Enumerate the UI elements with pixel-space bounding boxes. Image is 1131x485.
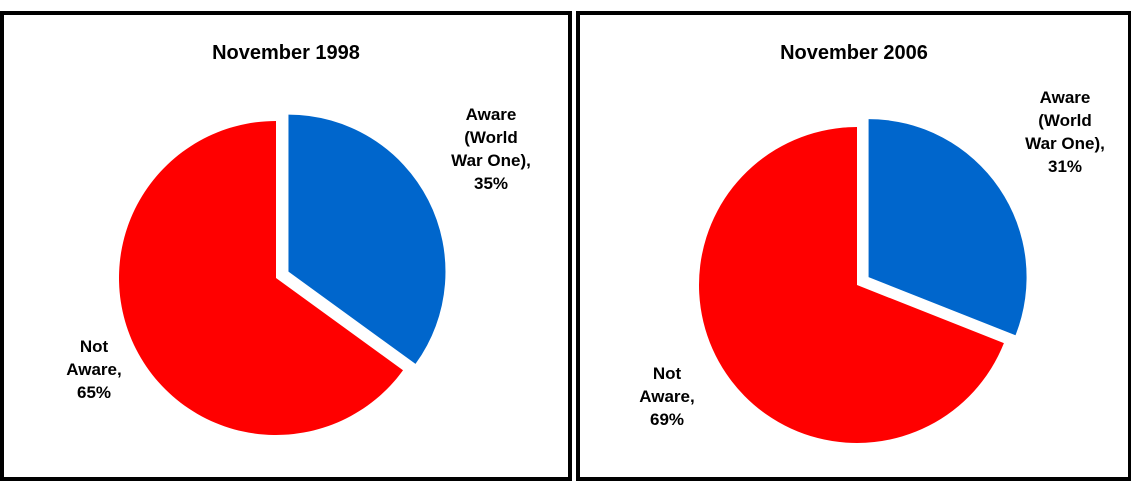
slice-label-not-aware: Not Aware, 65% bbox=[66, 337, 121, 402]
slice-label-aware: Aware (World War One), 35% bbox=[451, 105, 531, 193]
slice-label-line: War One), bbox=[1025, 134, 1105, 153]
slice-label-line: 31% bbox=[1048, 157, 1082, 176]
pie-slice-not-aware bbox=[118, 121, 404, 435]
chart-panel-2006: November 2006 Aware (World War One), 31% Not… bbox=[576, 11, 1131, 481]
slice-label-line: 35% bbox=[474, 174, 508, 193]
chart-panel-1998: November 1998 Aware (World War One), 35% Not… bbox=[0, 11, 572, 481]
slice-label-line: Aware, bbox=[639, 387, 694, 406]
slice-label-line: (World bbox=[1038, 111, 1092, 130]
slice-label-line: Not bbox=[653, 364, 682, 383]
slice-label-line: War One), bbox=[451, 151, 531, 170]
slice-label-not-aware: Not Aware, 69% bbox=[639, 364, 694, 429]
pie-chart-1998: Aware (World War One), 35% Not Aware, 65% bbox=[66, 105, 531, 435]
pie-slice-not-aware bbox=[699, 127, 1004, 444]
slice-label-line: (World bbox=[464, 128, 518, 147]
slice-label-line: Aware bbox=[1040, 88, 1091, 107]
pie-chart-2006: Aware (World War One), 31% Not Aware, 69% bbox=[639, 88, 1105, 444]
slice-label-line: 65% bbox=[77, 383, 111, 402]
pie-slice-aware bbox=[288, 114, 446, 364]
chart-title: November 2006 bbox=[780, 42, 928, 64]
slice-label-line: 69% bbox=[650, 410, 684, 429]
slice-label-line: Aware, bbox=[66, 360, 121, 379]
slice-label-aware: Aware (World War One), 31% bbox=[1025, 88, 1105, 176]
slice-label-line: Aware bbox=[466, 105, 517, 124]
pie-slice-aware bbox=[868, 119, 1027, 336]
chart-title: November 1998 bbox=[212, 42, 360, 64]
slice-label-line: Not bbox=[80, 337, 109, 356]
